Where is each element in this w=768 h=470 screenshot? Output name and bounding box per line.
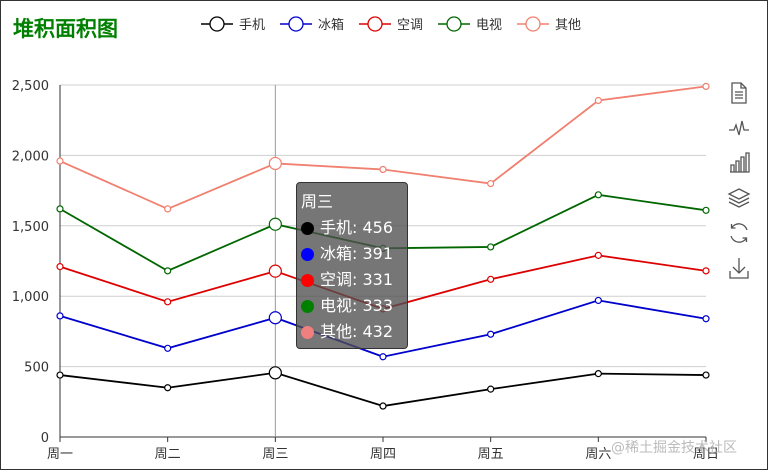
data-point-1-2 bbox=[268, 311, 282, 325]
bar-chart-icon[interactable] bbox=[727, 151, 751, 175]
data-point-1-5 bbox=[594, 296, 602, 305]
data-point-3-6 bbox=[702, 206, 710, 214]
tooltip-dot-0 bbox=[301, 221, 314, 235]
tooltip-row-1: 冰箱: 391 bbox=[301, 241, 403, 267]
data-point-2-2 bbox=[268, 264, 282, 278]
legend-marker-4 bbox=[525, 16, 541, 32]
data-point-4-4 bbox=[487, 179, 495, 188]
tooltip-dot-2 bbox=[301, 273, 314, 287]
legend-label-3: 电视 bbox=[476, 18, 502, 33]
data-point-2-1 bbox=[164, 298, 172, 306]
legend-marker-3 bbox=[446, 16, 462, 32]
y-tick-label-4: 2,000 bbox=[12, 149, 49, 164]
tooltip-dot-3 bbox=[301, 299, 314, 313]
data-point-4-5 bbox=[594, 96, 602, 105]
legend-marker-1 bbox=[288, 16, 304, 32]
data-point-0-4 bbox=[487, 385, 495, 393]
tooltip-label-4: 其他: 432 bbox=[320, 322, 394, 341]
data-point-0-1 bbox=[164, 384, 172, 392]
data-point-4-0 bbox=[56, 157, 64, 165]
data-point-2-4 bbox=[487, 275, 495, 283]
data-point-0-0 bbox=[56, 371, 64, 379]
line-chart-icon[interactable] bbox=[727, 116, 751, 140]
data-point-4-6 bbox=[702, 82, 710, 91]
data-point-1-4 bbox=[487, 330, 495, 338]
tooltip-row-4: 其他: 432 bbox=[301, 319, 403, 345]
x-tick-label-5: 周六 bbox=[585, 447, 611, 462]
data-point-0-3 bbox=[379, 402, 387, 410]
data-point-3-1 bbox=[164, 267, 172, 275]
legend-marker-2 bbox=[367, 16, 383, 32]
tooltip-dot-4 bbox=[301, 325, 314, 339]
data-point-3-5 bbox=[594, 191, 602, 199]
data-point-0-5 bbox=[594, 370, 602, 378]
y-tick-label-0: 0 bbox=[41, 431, 49, 446]
tooltip-label-3: 电视: 333 bbox=[320, 296, 394, 315]
data-point-2-0 bbox=[56, 263, 64, 271]
x-tick-label-6: 周日 bbox=[693, 447, 719, 462]
data-point-3-0 bbox=[56, 205, 64, 213]
save-image-icon[interactable] bbox=[727, 256, 751, 280]
x-tick-label-2: 周三 bbox=[262, 447, 288, 462]
data-point-0-2 bbox=[268, 366, 282, 380]
x-tick-label-4: 周五 bbox=[478, 447, 504, 462]
y-tick-label-1: 500 bbox=[24, 361, 49, 376]
data-point-1-6 bbox=[702, 315, 710, 323]
tooltip-label-1: 冰箱: 391 bbox=[320, 244, 394, 263]
toolbox bbox=[727, 81, 751, 291]
tooltip-title: 周三 bbox=[301, 192, 334, 211]
tooltip-dot-1 bbox=[301, 247, 314, 261]
legend-label-1: 冰箱 bbox=[318, 17, 344, 33]
data-point-3-4 bbox=[487, 243, 495, 251]
watermark: @稀土掘金技术社区 bbox=[611, 440, 737, 456]
legend-label-4: 其他 bbox=[555, 18, 581, 33]
data-point-0-6 bbox=[702, 371, 710, 379]
data-point-4-2 bbox=[268, 156, 282, 171]
y-tick-label-3: 1,500 bbox=[12, 220, 49, 235]
tooltip: 周三 手机: 456 冰箱: 391 空调: 331 电视: 333 其他: 4… bbox=[296, 182, 408, 349]
data-point-1-0 bbox=[56, 312, 64, 320]
x-tick-label-0: 周一 bbox=[47, 447, 73, 462]
tooltip-label-2: 空调: 331 bbox=[320, 270, 394, 289]
data-point-3-2 bbox=[268, 217, 282, 231]
data-point-1-1 bbox=[164, 344, 172, 352]
y-tick-label-2: 1,000 bbox=[12, 290, 49, 305]
tooltip-label-0: 手机: 456 bbox=[320, 218, 394, 237]
x-tick-label-3: 周四 bbox=[370, 447, 396, 462]
tooltip-row-2: 空调: 331 bbox=[301, 267, 403, 293]
data-view-icon[interactable] bbox=[727, 81, 751, 105]
legend-label-0: 手机 bbox=[239, 18, 265, 33]
legend-marker-0 bbox=[209, 16, 225, 32]
data-point-4-3 bbox=[379, 165, 387, 174]
stack-icon[interactable] bbox=[727, 186, 751, 210]
data-point-2-5 bbox=[594, 251, 602, 259]
data-point-4-1 bbox=[164, 205, 172, 213]
tooltip-row-0: 手机: 456 bbox=[301, 215, 403, 241]
y-tick-label-5: 2,500 bbox=[12, 79, 49, 94]
legend-label-2: 空调 bbox=[397, 18, 423, 33]
data-point-1-3 bbox=[379, 353, 387, 361]
chart-title: 堆积面积图 bbox=[13, 17, 118, 41]
tooltip-row-3: 电视: 333 bbox=[301, 293, 403, 319]
series-line-0 bbox=[59, 371, 707, 407]
restore-icon[interactable] bbox=[727, 221, 751, 245]
data-point-2-6 bbox=[702, 267, 710, 275]
x-tick-label-1: 周二 bbox=[155, 447, 181, 462]
